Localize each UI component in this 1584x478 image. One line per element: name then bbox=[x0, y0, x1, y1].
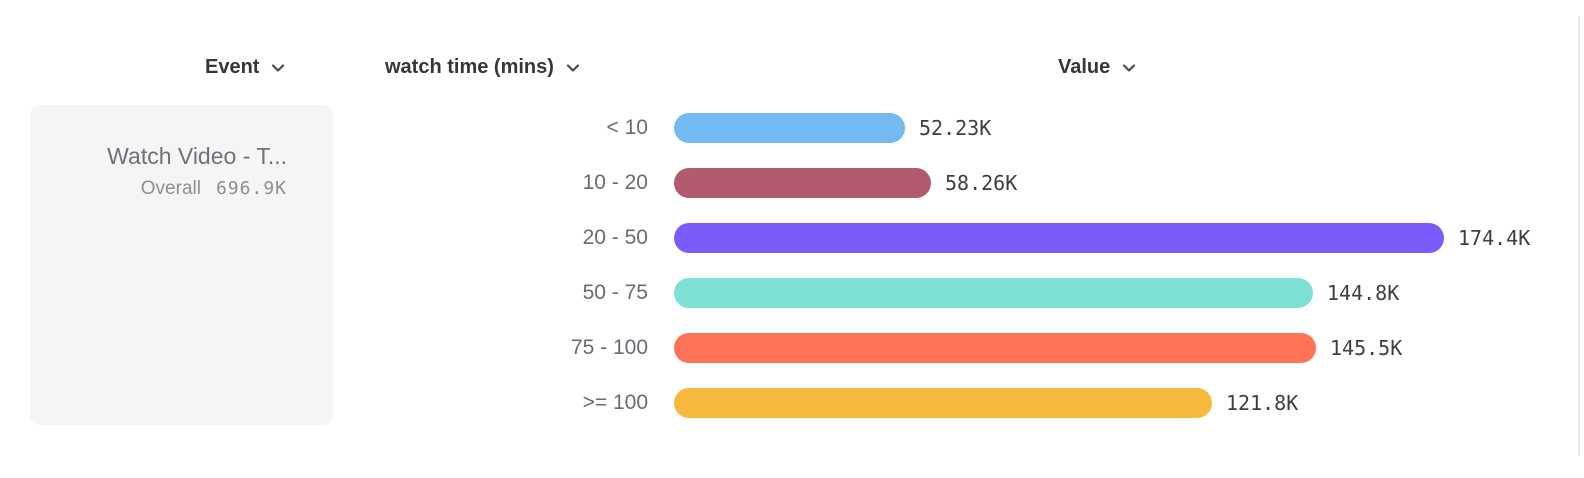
bar-chart: < 10 52.23K 10 - 20 58.26K 20 - 50 174.4… bbox=[420, 100, 1580, 430]
value-label: 144.8K bbox=[1327, 280, 1400, 305]
bar[interactable] bbox=[674, 222, 1444, 253]
chevron-down-icon bbox=[1122, 64, 1136, 73]
event-title: Watch Video - T... bbox=[107, 143, 287, 169]
overall-label: Overall bbox=[140, 178, 201, 199]
column-header-watch-time[interactable]: watch time (mins) bbox=[385, 54, 580, 80]
value-label: 52.23K bbox=[919, 115, 992, 140]
bar[interactable] bbox=[674, 112, 905, 143]
bar-row: >= 100 121.8K bbox=[420, 375, 1580, 430]
bar-row: 50 - 75 144.8K bbox=[420, 265, 1580, 320]
category-label: < 10 bbox=[606, 115, 648, 139]
bar[interactable] bbox=[674, 332, 1316, 363]
bar[interactable] bbox=[674, 387, 1212, 418]
overall-value: 696.9K bbox=[215, 178, 287, 199]
bar[interactable] bbox=[674, 277, 1313, 308]
category-label: >= 100 bbox=[582, 390, 648, 414]
column-header-event[interactable]: Event bbox=[205, 54, 285, 80]
value-label: 174.4K bbox=[1458, 225, 1531, 250]
value-label: 58.26K bbox=[945, 170, 1018, 195]
right-edge-divider bbox=[1578, 16, 1580, 456]
category-label: 20 - 50 bbox=[582, 225, 648, 249]
bar-row: < 10 52.23K bbox=[420, 100, 1580, 155]
column-header-value-label: Value bbox=[1058, 56, 1111, 78]
column-header-event-label: Event bbox=[205, 56, 260, 78]
column-header-watch-time-label: watch time (mins) bbox=[385, 56, 554, 78]
bar[interactable] bbox=[674, 167, 931, 198]
bar-row: 75 - 100 145.5K bbox=[420, 320, 1580, 375]
column-header-value[interactable]: Value bbox=[1058, 54, 1136, 80]
chevron-down-icon bbox=[566, 64, 580, 73]
category-label: 75 - 100 bbox=[570, 335, 648, 359]
category-label: 50 - 75 bbox=[582, 280, 648, 304]
chevron-down-icon bbox=[271, 64, 285, 73]
bar-row: 10 - 20 58.26K bbox=[420, 155, 1580, 210]
event-overall-row: Overall 696.9K bbox=[30, 178, 287, 200]
bar-row: 20 - 50 174.4K bbox=[420, 210, 1580, 265]
category-label: 10 - 20 bbox=[582, 170, 648, 194]
value-label: 145.5K bbox=[1330, 335, 1403, 360]
event-card[interactable]: Watch Video - T... Overall 696.9K bbox=[30, 105, 333, 425]
value-label: 121.8K bbox=[1226, 390, 1299, 415]
